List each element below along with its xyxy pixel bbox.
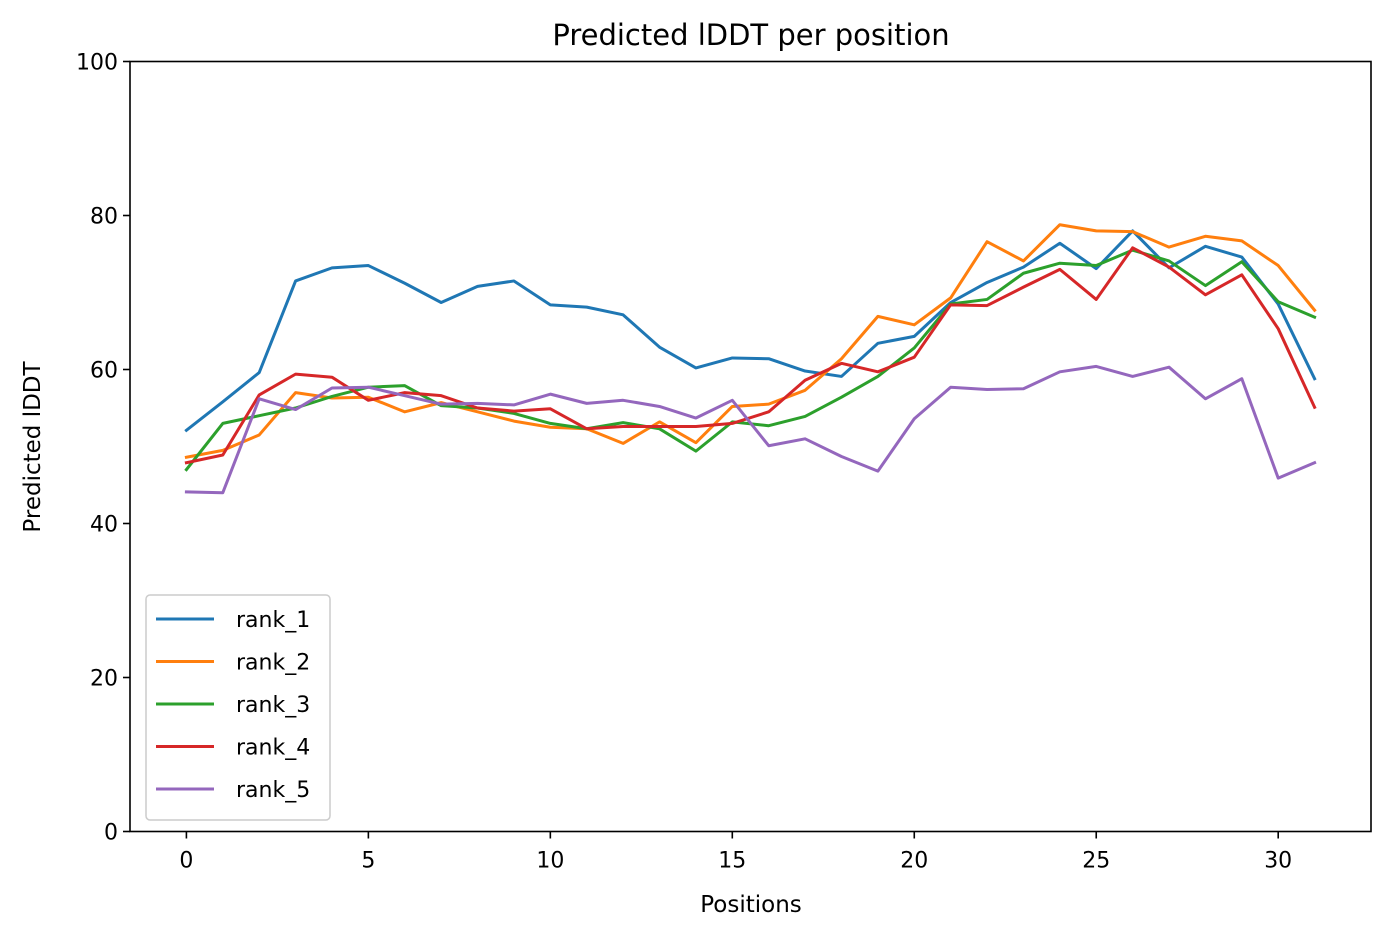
legend-label: rank_1 bbox=[236, 608, 310, 633]
x-tick-label: 0 bbox=[179, 849, 193, 874]
y-axis: 0 20 40 60 80 100 bbox=[76, 51, 130, 846]
y-tick-label: 40 bbox=[90, 513, 118, 538]
plot-frame bbox=[129, 60, 1372, 833]
legend-label: rank_4 bbox=[236, 736, 310, 761]
legend-label: rank_2 bbox=[236, 651, 310, 676]
y-axis-label: Predicted lDDT bbox=[20, 360, 46, 532]
x-tick-label: 10 bbox=[536, 849, 564, 874]
series-line-rank-5 bbox=[184, 364, 1317, 495]
series-line-rank-4 bbox=[184, 246, 1317, 465]
x-tick-label: 30 bbox=[1264, 849, 1292, 874]
x-axis: 0 5 10 15 20 25 30 bbox=[179, 831, 1292, 874]
plot-area bbox=[184, 223, 1317, 495]
series-line-rank-1 bbox=[184, 229, 1317, 433]
x-tick-label: 20 bbox=[900, 849, 928, 874]
legend-label: rank_3 bbox=[236, 693, 310, 718]
x-axis-label: Positions bbox=[700, 892, 802, 918]
legend: rank_1 rank_2 rank_3 rank_4 rank_5 bbox=[145, 594, 331, 821]
x-tick-label: 25 bbox=[1082, 849, 1110, 874]
y-tick-label: 20 bbox=[90, 667, 118, 692]
legend-box bbox=[145, 594, 331, 821]
x-tick-label: 15 bbox=[718, 849, 746, 874]
legend-label: rank_5 bbox=[236, 778, 310, 803]
y-tick-label: 100 bbox=[76, 51, 118, 76]
x-tick-label: 5 bbox=[361, 849, 375, 874]
y-tick-label: 80 bbox=[90, 205, 118, 230]
y-tick-label: 60 bbox=[90, 359, 118, 384]
chart-title: Predicted lDDT per position bbox=[552, 18, 949, 52]
y-tick-label: 0 bbox=[104, 821, 118, 846]
